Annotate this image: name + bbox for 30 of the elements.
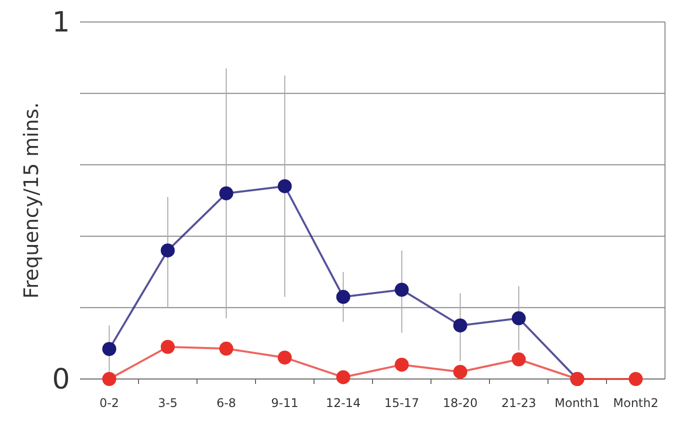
- point: [219, 186, 234, 200]
- point: [160, 340, 175, 354]
- y-tick-label: 1: [52, 6, 70, 38]
- x-tick-label: 12-14: [326, 396, 361, 410]
- point: [394, 282, 409, 297]
- x-tick-label: 21-23: [501, 396, 536, 410]
- x-tick-label: 0-2: [99, 396, 120, 410]
- point: [278, 179, 292, 194]
- y-tick-label: 0: [52, 362, 70, 396]
- point: [160, 243, 175, 258]
- point: [278, 350, 292, 365]
- x-tick-label: 6-8: [216, 396, 236, 410]
- x-tick-label: 3-5: [158, 396, 178, 410]
- point: [219, 342, 234, 356]
- point: [512, 352, 526, 366]
- point: [102, 342, 116, 356]
- x-tick-label: 15-17: [384, 396, 420, 410]
- x-tick-label: Month2: [613, 396, 658, 410]
- y-axis-title: Frequency/15 mins.: [19, 102, 43, 299]
- x-tick-label: 18-20: [442, 396, 478, 410]
- x-tick-label: Month1: [554, 396, 600, 410]
- point: [453, 318, 468, 332]
- point: [628, 372, 643, 386]
- point: [336, 290, 350, 304]
- point: [453, 364, 468, 379]
- point: [102, 372, 116, 386]
- point: [394, 358, 409, 372]
- point: [336, 370, 350, 384]
- point: [512, 311, 526, 326]
- x-tick-label: 9-11: [271, 396, 298, 410]
